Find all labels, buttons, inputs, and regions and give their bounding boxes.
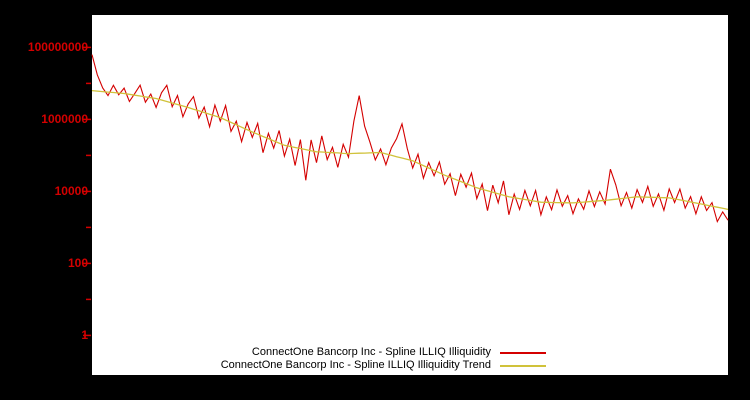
plot-area [92, 15, 728, 375]
legend-label-trend: ConnectOne Bancorp Inc - Spline ILLIQ Il… [220, 359, 491, 371]
legend-item-illiq: ConnectOne Bancorp Inc - Spline ILLIQ Il… [154, 346, 546, 359]
series-line-illiq [91, 54, 729, 224]
legend: ConnectOne Bancorp Inc - Spline ILLIQ Il… [152, 345, 548, 373]
legend-line-sample-trend [500, 364, 546, 367]
y-tick-label: 100 [67, 256, 88, 271]
y-tick-label: 100000000 [27, 40, 88, 55]
legend-label-illiq: ConnectOne Bancorp Inc - Spline ILLIQ Il… [251, 346, 491, 358]
series-line-trend [91, 89, 729, 211]
y-tick-label: 1 [81, 328, 88, 343]
legend-line-sample-illiq [500, 351, 546, 354]
y-tick-label: 10000 [54, 184, 88, 199]
legend-item-trend: ConnectOne Bancorp Inc - Spline ILLIQ Il… [154, 359, 546, 372]
y-tick-label: 1000000 [41, 112, 88, 127]
